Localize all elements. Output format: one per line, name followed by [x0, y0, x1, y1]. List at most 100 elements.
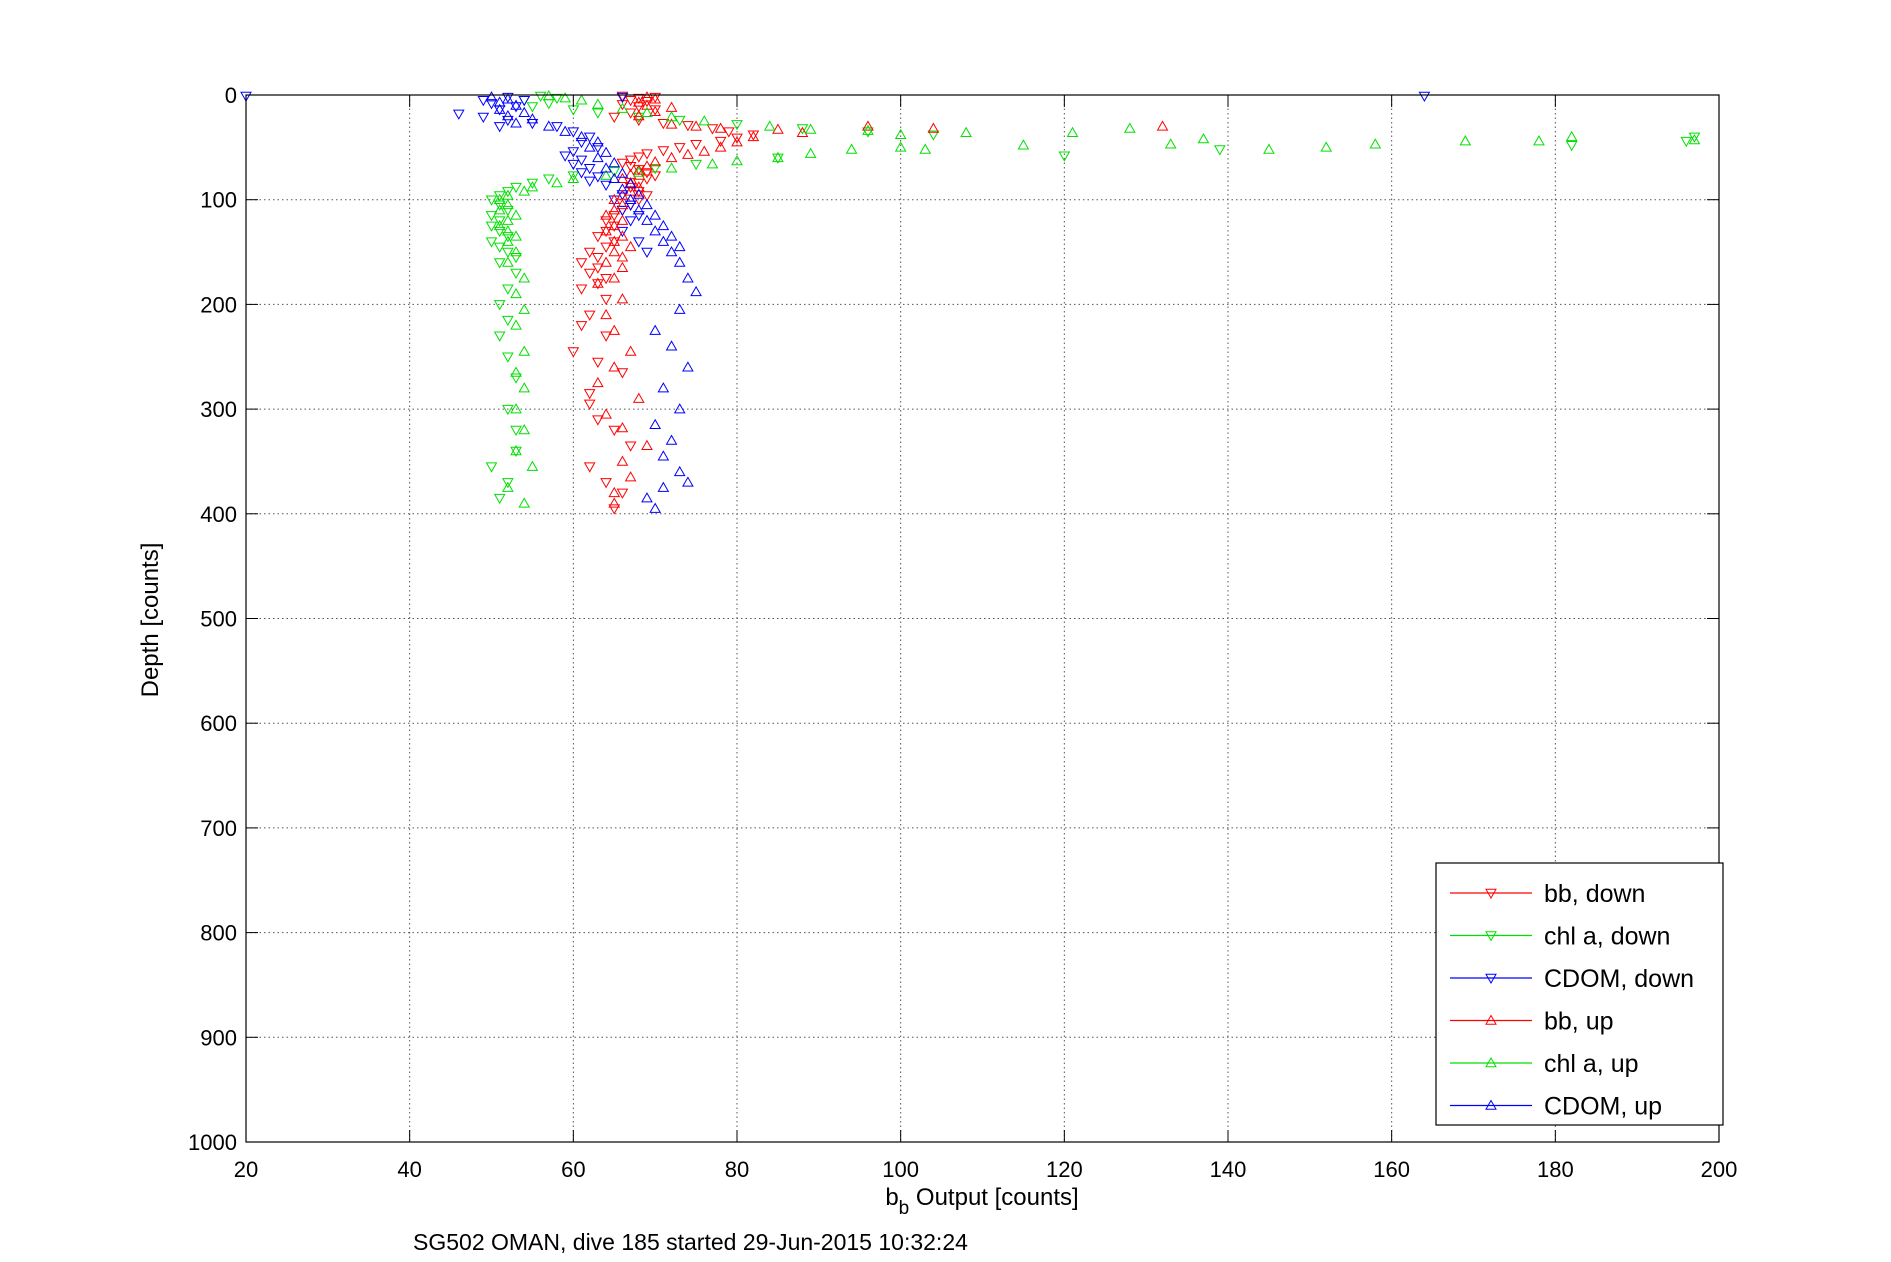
data-point — [583, 164, 596, 175]
data-point — [510, 366, 522, 377]
data-point — [616, 421, 629, 433]
data-point — [1058, 151, 1071, 162]
data-point — [665, 118, 678, 129]
data-point — [502, 481, 514, 492]
data-point — [502, 256, 514, 267]
data-point — [518, 95, 531, 107]
data-point — [502, 187, 514, 198]
data-point — [518, 382, 531, 393]
series-bb-up — [592, 91, 1169, 508]
data-point — [649, 209, 662, 220]
data-point — [682, 148, 694, 159]
data-point — [624, 108, 637, 119]
data-points — [240, 90, 1701, 515]
data-point — [616, 368, 629, 379]
data-point — [575, 137, 588, 149]
data-point — [665, 162, 678, 173]
data-point — [493, 258, 506, 269]
data-point — [575, 94, 588, 105]
data-point — [502, 284, 514, 295]
y-tick-label: 100 — [200, 188, 237, 213]
data-point — [632, 115, 645, 127]
data-point — [493, 96, 506, 107]
data-point — [698, 115, 711, 126]
data-point — [665, 434, 678, 445]
data-point — [616, 488, 629, 499]
data-point — [608, 504, 621, 515]
data-point — [526, 119, 539, 130]
data-point — [616, 455, 629, 466]
data-point — [592, 376, 604, 388]
x-tick-label: 140 — [1210, 1157, 1247, 1182]
data-point — [510, 102, 522, 113]
data-point — [1197, 132, 1210, 144]
data-point — [1565, 130, 1578, 142]
data-point — [510, 319, 522, 330]
data-point — [493, 216, 506, 227]
data-point — [624, 177, 637, 189]
data-point — [493, 226, 506, 238]
data-point — [493, 493, 506, 505]
data-point — [649, 324, 662, 335]
data-point — [665, 151, 678, 163]
data-point — [632, 204, 645, 215]
data-point — [1459, 135, 1472, 146]
data-point — [649, 156, 662, 167]
data-point — [722, 127, 735, 138]
y-tick-label: 200 — [200, 292, 237, 317]
data-point — [583, 399, 596, 410]
data-point — [493, 204, 506, 215]
data-point — [600, 169, 612, 180]
data-point — [502, 235, 514, 246]
data-point — [1688, 132, 1701, 143]
y-axis-label: Depth [counts] — [137, 543, 164, 698]
data-point — [1565, 141, 1578, 152]
data-point — [592, 279, 604, 290]
caption: SG502 OMAN, dive 185 started 29-Jun-2015… — [413, 1229, 968, 1255]
data-point — [624, 200, 637, 211]
data-point — [641, 191, 653, 202]
data-point — [608, 172, 621, 184]
y-tick-label: 800 — [200, 921, 237, 946]
data-point — [600, 162, 612, 173]
data-point — [608, 219, 621, 231]
data-point — [747, 130, 760, 142]
x-tick-label: 80 — [725, 1157, 749, 1182]
data-point — [608, 246, 621, 257]
data-point — [493, 242, 506, 253]
data-point — [240, 91, 252, 103]
data-point — [673, 465, 686, 477]
data-point — [714, 122, 727, 133]
data-point — [632, 109, 645, 121]
data-point — [616, 102, 629, 113]
data-point — [485, 195, 498, 206]
data-point — [583, 176, 596, 187]
data-point — [632, 181, 645, 192]
data-point — [485, 211, 498, 222]
data-point — [641, 174, 653, 185]
data-point — [502, 232, 514, 243]
data-point — [452, 109, 465, 120]
data-point — [772, 123, 784, 134]
data-point — [583, 310, 596, 321]
data-point — [624, 155, 637, 166]
data-point — [542, 174, 555, 185]
data-point — [731, 133, 743, 144]
data-point — [592, 263, 604, 274]
data-point — [641, 106, 653, 118]
data-point — [510, 268, 522, 279]
data-point — [551, 93, 563, 105]
y-tick-label: 300 — [200, 397, 237, 422]
data-point — [592, 357, 604, 368]
data-point — [502, 404, 514, 416]
data-point — [706, 158, 719, 169]
data-point — [510, 99, 522, 110]
data-point — [608, 324, 621, 335]
data-point — [575, 284, 588, 295]
data-point — [502, 109, 514, 121]
series-chl-a-down — [485, 91, 1701, 505]
data-point — [608, 486, 621, 498]
data-point — [632, 187, 645, 198]
data-point — [502, 225, 514, 236]
series-cdom-down — [240, 91, 1431, 259]
